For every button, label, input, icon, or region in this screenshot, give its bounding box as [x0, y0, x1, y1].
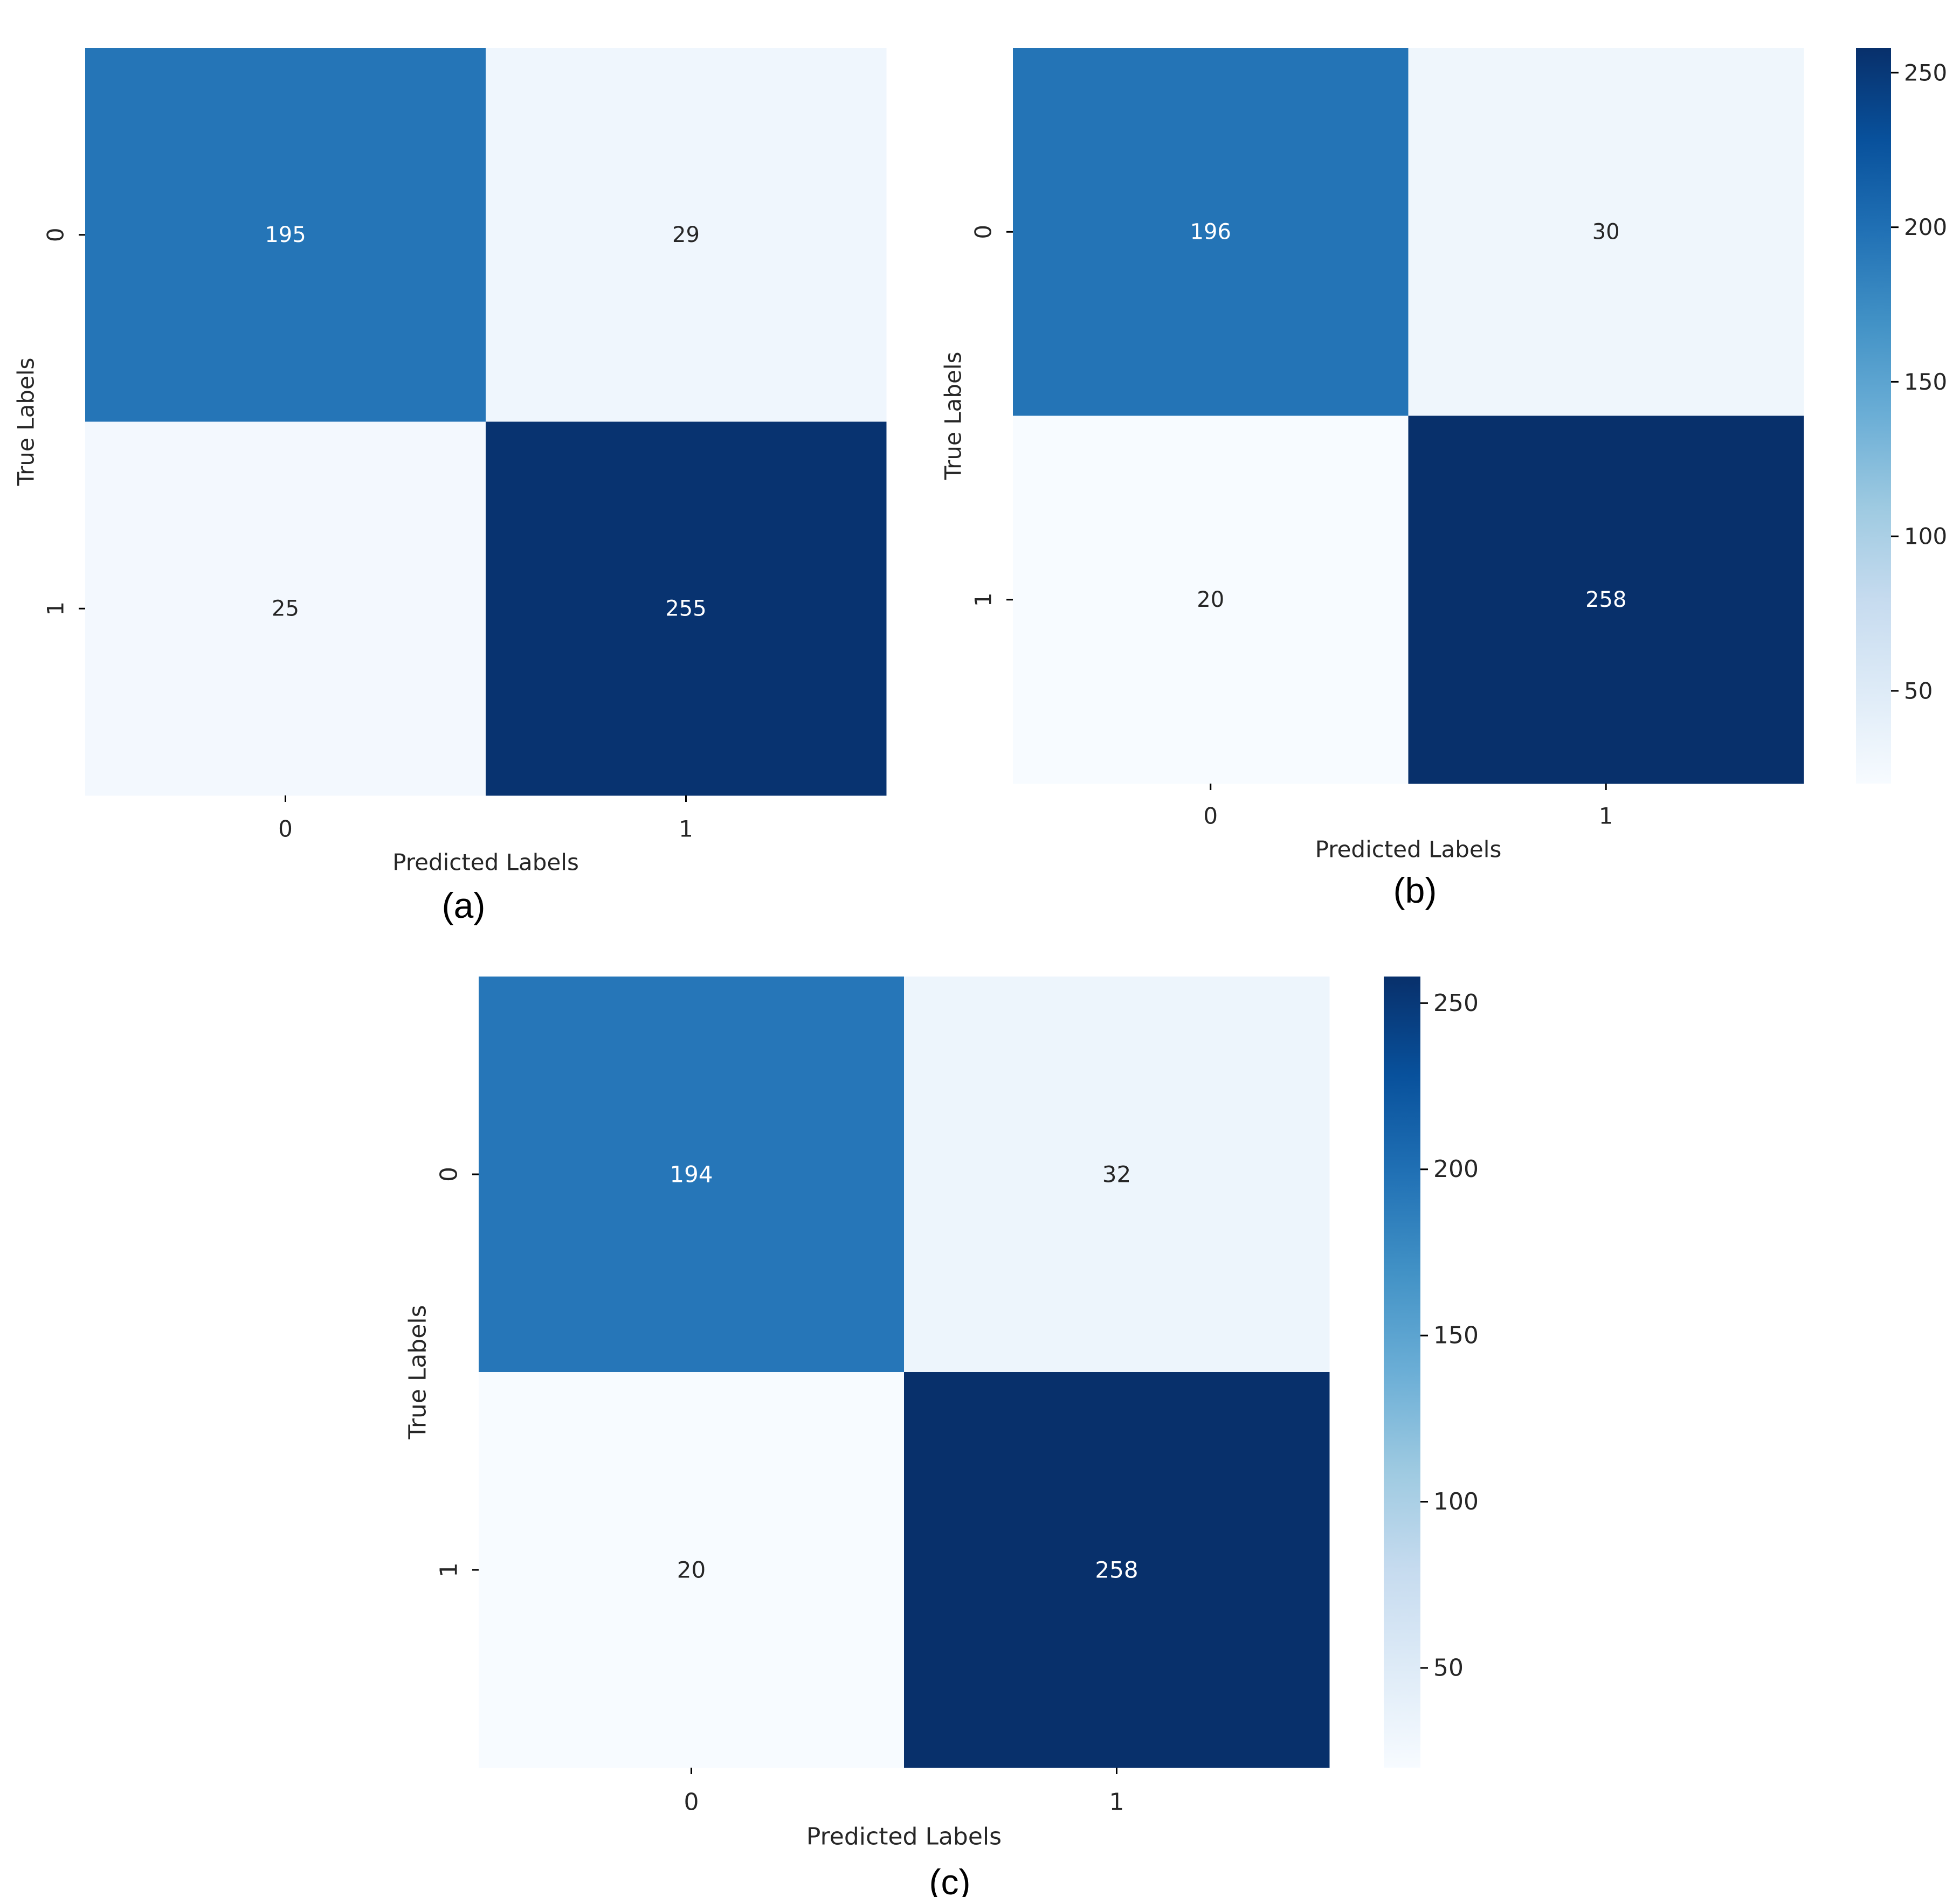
heatmap-cell [479, 1372, 905, 1768]
panel-caption: (b) [1393, 870, 1437, 910]
cell-value-label: 255 [665, 596, 706, 621]
x-tick-label: 1 [1599, 803, 1613, 829]
colorbar-tick-label: 50 [1433, 1654, 1464, 1681]
x-tick-label: 0 [1203, 803, 1218, 829]
confusion-matrix-c: 194 32 20 258 0 1 0 1 Predicted Labels True Label… [404, 977, 1479, 1897]
cell-value-label: 194 [670, 1161, 713, 1188]
heatmap-cell [904, 1372, 1330, 1768]
cell-value-label: 30 [1592, 219, 1620, 244]
y-axis-label: True Labels [13, 358, 39, 487]
cell-value-label: 29 [672, 223, 700, 247]
colorbar [1384, 977, 1420, 1768]
heatmap-cell [1408, 416, 1804, 784]
x-tick-label: 0 [278, 816, 293, 842]
confusion-matrix-b: 196 30 20 258 0 1 0 1 Predicted Labels True Label… [940, 48, 1947, 910]
y-tick-label: 0 [970, 225, 997, 239]
heatmap-cell [486, 421, 887, 796]
x-tick-label: 0 [684, 1789, 699, 1816]
x-axis-label: Predicted Labels [1315, 836, 1502, 863]
cell-value-label: 196 [1190, 219, 1231, 244]
cell-value-label: 32 [1102, 1161, 1131, 1188]
y-tick-label: 1 [43, 601, 69, 616]
cell-value-label: 20 [677, 1557, 706, 1583]
heatmap-cell [904, 977, 1330, 1373]
colorbar-tick-label: 150 [1433, 1322, 1479, 1349]
colorbar-tick-label: 50 [1904, 677, 1933, 704]
y-tick-label: 1 [970, 592, 997, 607]
heatmap-cell [479, 977, 905, 1373]
heatmap-cell [1013, 48, 1409, 416]
panel-caption: (a) [442, 885, 486, 925]
colorbar-tick-label: 200 [1904, 214, 1947, 240]
colorbar-tick-label: 200 [1433, 1155, 1479, 1183]
heatmap-cell [1408, 48, 1804, 416]
panel-caption: (c) [929, 1862, 971, 1897]
colorbar-tick-label: 100 [1433, 1488, 1479, 1515]
colorbar-tick-label: 250 [1433, 989, 1479, 1017]
heatmap-cell [1013, 416, 1409, 784]
x-tick-label: 1 [1109, 1789, 1124, 1816]
colorbar-tick-label: 100 [1904, 523, 1947, 550]
y-tick-label: 0 [436, 1167, 463, 1182]
x-tick-label: 1 [679, 816, 693, 842]
colorbar-tick-label: 250 [1904, 59, 1947, 86]
x-axis-label: Predicted Labels [392, 849, 579, 876]
y-tick-label: 0 [43, 227, 69, 242]
y-axis-label: True Labels [404, 1305, 432, 1439]
cell-value-label: 195 [265, 223, 306, 247]
heatmap-cell [486, 48, 887, 422]
colorbar [1856, 48, 1891, 784]
y-axis-label: True Labels [940, 352, 967, 481]
cell-value-label: 258 [1585, 587, 1626, 612]
x-axis-label: Predicted Labels [806, 1823, 1002, 1851]
heatmap-cell [85, 421, 486, 796]
y-tick-label: 1 [436, 1562, 463, 1577]
confusion-matrix-a: 195 29 25 255 0 1 0 1 Predicted Labels True Label… [13, 48, 887, 925]
cell-value-label: 25 [272, 596, 299, 621]
heatmap-cell [85, 48, 486, 422]
cell-value-label: 20 [1197, 587, 1224, 612]
colorbar-tick-label: 150 [1904, 369, 1947, 395]
cell-value-label: 258 [1095, 1557, 1138, 1583]
